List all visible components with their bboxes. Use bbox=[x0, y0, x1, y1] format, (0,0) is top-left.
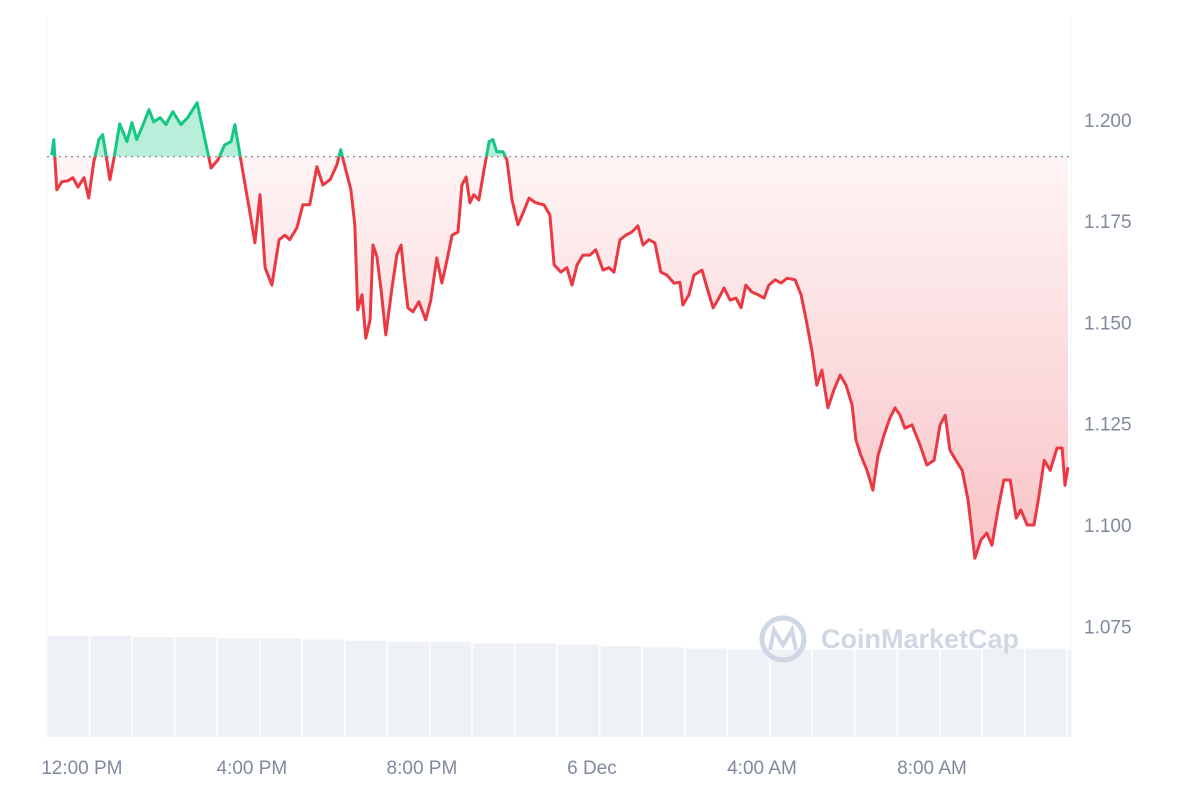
volume-bar bbox=[175, 636, 217, 737]
area-up bbox=[51, 102, 1069, 157]
volume-bar bbox=[642, 647, 684, 737]
volume-bar bbox=[983, 648, 1024, 737]
volume-bar bbox=[812, 649, 854, 737]
area-down bbox=[54, 156, 1069, 559]
volume-bar bbox=[217, 638, 259, 737]
volume-bar bbox=[897, 649, 939, 737]
watermark-icon bbox=[768, 624, 798, 651]
volume-bar bbox=[47, 635, 89, 737]
volume-bar bbox=[132, 636, 174, 737]
volume-bar bbox=[345, 640, 387, 737]
volume-bar bbox=[1068, 649, 1071, 737]
volume-bar bbox=[1025, 648, 1067, 737]
volume-bar bbox=[260, 638, 302, 737]
x-tick-label: 4:00 PM bbox=[217, 758, 288, 779]
y-tick-label: 1.175 bbox=[1084, 212, 1132, 233]
volume-bar bbox=[472, 643, 514, 737]
x-tick-label: 4:00 AM bbox=[727, 758, 797, 779]
volume-bar bbox=[302, 639, 344, 737]
watermark-text: CoinMarketCap bbox=[821, 624, 1019, 654]
volume-bar bbox=[515, 643, 557, 737]
y-tick-label: 1.125 bbox=[1084, 415, 1132, 436]
x-tick-label: 12:00 PM bbox=[41, 758, 122, 779]
price-line-down bbox=[53, 156, 1070, 560]
x-tick-label: 8:00 AM bbox=[897, 758, 967, 779]
watermark-icon bbox=[759, 615, 807, 663]
volume-bar bbox=[600, 646, 642, 737]
volume-bar bbox=[430, 642, 472, 737]
volume-bar bbox=[90, 635, 132, 737]
x-tick-label: 6 Dec bbox=[567, 758, 617, 779]
volume-bar bbox=[855, 649, 897, 737]
x-tick-label: 8:00 PM bbox=[387, 758, 458, 779]
price-line-up bbox=[50, 101, 508, 157]
volume-bar bbox=[557, 644, 599, 737]
y-tick-label: 1.200 bbox=[1084, 111, 1132, 132]
volume-bar bbox=[727, 649, 769, 737]
y-tick-label: 1.100 bbox=[1084, 516, 1132, 537]
volume-bar bbox=[685, 648, 727, 737]
y-tick-label: 1.150 bbox=[1084, 313, 1132, 334]
volume-bar bbox=[770, 649, 812, 737]
watermark: CoinMarketCap bbox=[759, 615, 1019, 663]
y-tick-label: 1.075 bbox=[1084, 617, 1132, 638]
volume-bar bbox=[940, 649, 982, 737]
volume-bar bbox=[387, 642, 429, 737]
